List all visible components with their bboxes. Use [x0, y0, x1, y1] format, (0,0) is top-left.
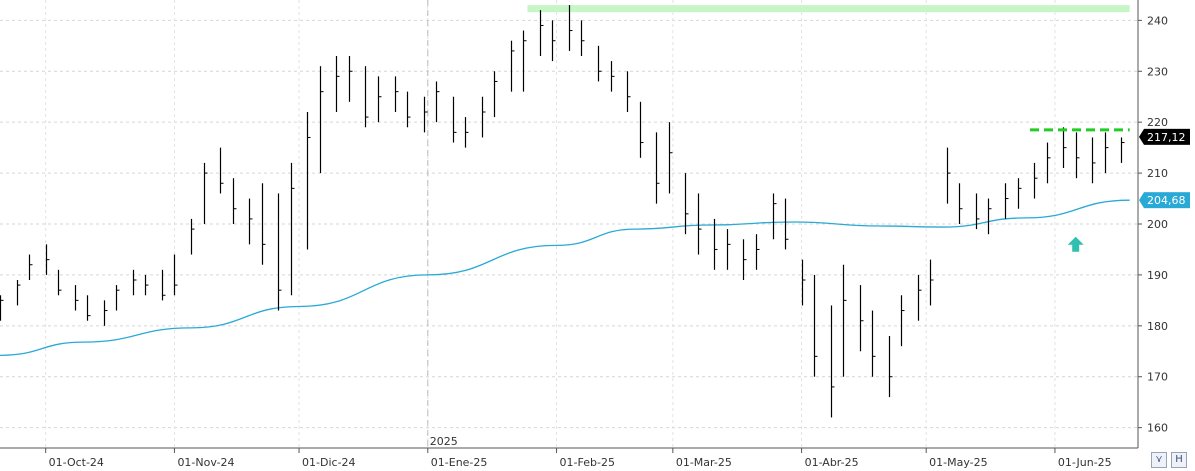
- x-tick-label: 01-Abr-25: [805, 456, 859, 469]
- x-tick-label: 01-Ene-25: [431, 456, 488, 469]
- moving-average-value-label: 204,68: [1147, 194, 1186, 207]
- x-tick-label: 01-Jun-25: [1058, 456, 1112, 469]
- up-arrow-icon: [1067, 236, 1084, 252]
- moving-average: [0, 199, 1130, 356]
- moving-average-line: [0, 199, 1130, 356]
- save-icon: H: [1175, 454, 1183, 465]
- x-tick-label: 01-Nov-24: [177, 456, 234, 469]
- year-marker-label: 2025: [430, 435, 458, 448]
- zoom-icon: ⋎: [1155, 454, 1163, 465]
- save-button[interactable]: H: [1171, 452, 1187, 468]
- price-bars: [0, 5, 1125, 418]
- y-tick-label: 210: [1147, 167, 1168, 180]
- y-tick-label: 230: [1147, 65, 1168, 78]
- last-price-label: 217,12: [1147, 131, 1186, 144]
- y-tick-label: 200: [1147, 218, 1168, 231]
- y-tick-label: 240: [1147, 14, 1168, 27]
- y-tick-label: 170: [1147, 371, 1168, 384]
- x-tick-label: 01-May-25: [929, 456, 987, 469]
- grid: [0, 0, 1138, 448]
- y-tick-label: 220: [1147, 116, 1168, 129]
- last-price-label-pointer: [1139, 128, 1144, 145]
- last-price-label-box: [1144, 128, 1190, 145]
- x-tick-label: 01-Feb-25: [560, 456, 615, 469]
- x-tick-label: 01-Dic-24: [302, 456, 356, 469]
- y-tick-label: 180: [1147, 320, 1168, 333]
- moving-average-value-label-pointer: [1139, 192, 1144, 209]
- x-tick-label: 01-Mar-25: [676, 456, 732, 469]
- annotations-front: [1030, 128, 1130, 252]
- y-tick-label: 190: [1147, 269, 1168, 282]
- x-tick-label: 01-Oct-24: [49, 456, 104, 469]
- zoom-button[interactable]: ⋎: [1151, 452, 1167, 468]
- y-tick-label: 160: [1147, 422, 1168, 435]
- moving-average-value-label-box: [1144, 192, 1190, 209]
